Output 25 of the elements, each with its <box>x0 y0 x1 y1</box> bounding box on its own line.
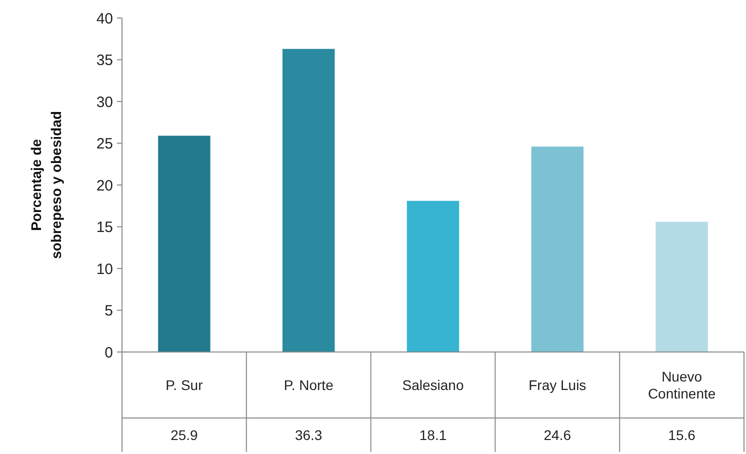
y-tick-label: 15 <box>96 219 113 236</box>
x-tick-label: P. Sur <box>166 376 204 393</box>
x-tick-label: Fray Luis <box>528 376 586 393</box>
y-axis-title: Porcentaje de sobrepeso y obesidad <box>28 111 64 259</box>
y-tick-label: 20 <box>96 177 113 194</box>
y-tick-label: 10 <box>96 260 113 278</box>
y-tick-label: 30 <box>96 94 113 111</box>
y-tick-label: 0 <box>104 344 113 362</box>
y-tick-label: 35 <box>96 52 113 69</box>
bar <box>406 200 460 352</box>
y-tick-label: 40 <box>96 10 113 28</box>
x-tick-label: Nuevo Continente <box>648 368 716 402</box>
x-tick-label: Salesiano <box>402 376 464 393</box>
data-label: 18.1 <box>419 426 447 443</box>
data-label: 36.3 <box>294 426 322 443</box>
data-label: 25.9 <box>170 426 198 443</box>
y-tick-label: 5 <box>104 302 113 320</box>
bar <box>531 146 584 352</box>
bar <box>158 136 210 352</box>
data-label: 15.6 <box>668 426 696 443</box>
bar <box>282 48 335 352</box>
y-tick-label: 25 <box>96 136 113 152</box>
bar <box>656 222 708 352</box>
x-tick-label: P. Norte <box>284 376 334 393</box>
data-label: 24.6 <box>544 426 572 443</box>
